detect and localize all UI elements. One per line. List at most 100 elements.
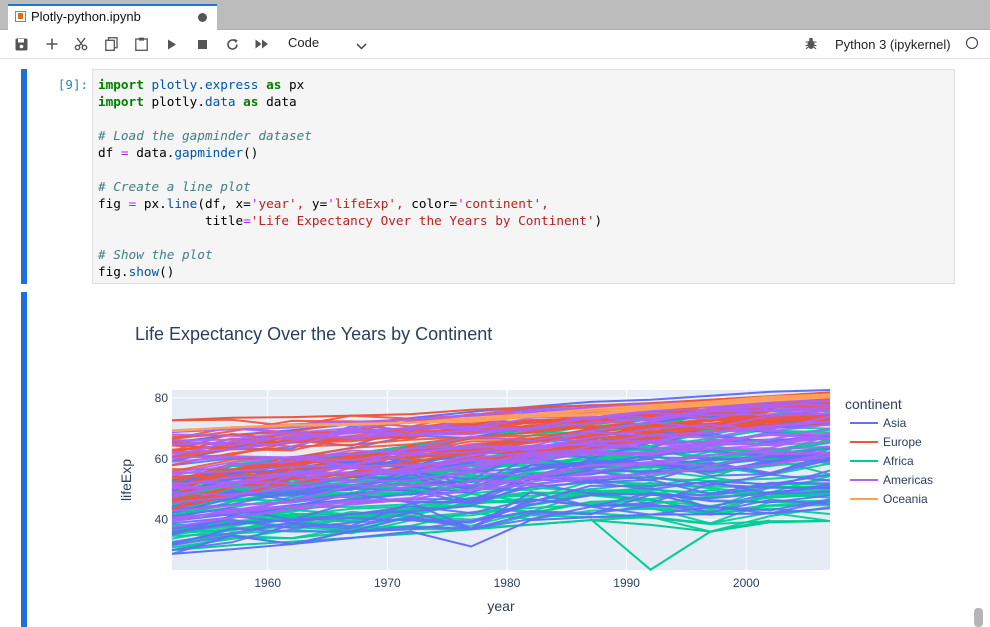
code-token: px [289,77,305,92]
series-line-extreme[interactable] [171,391,831,422]
code-token: ' [457,196,465,211]
code-line-7: # Create a line plot [98,179,251,194]
tab-bar: Plotly-python.ipynb [0,0,990,30]
code-token: y= [304,196,328,211]
legend-item-asia[interactable]: Asia [883,416,907,430]
kernel-status-icon [966,37,978,49]
series-line[interactable] [171,420,831,475]
series-line[interactable] [171,473,831,521]
code-token: ' [327,196,335,211]
debugger-bug-icon[interactable] [805,37,817,55]
plotly-line-chart[interactable]: Life Expectancy Over the Years by Contin… [110,300,950,627]
legend[interactable]: continent Asia Europe Africa Americas Oceani… [845,396,933,506]
series-line[interactable] [171,485,831,546]
series-line[interactable] [171,445,831,512]
add-cell-icon[interactable] [41,34,63,54]
token: import [98,77,144,92]
series-line[interactable] [171,483,831,527]
code-token: continent', [464,196,549,211]
series-line-extreme[interactable] [171,393,831,432]
cell-type-select[interactable]: Code [288,35,320,50]
code-token: line [166,196,198,211]
code-editor[interactable]: import plotly.express as px import plotl… [92,69,955,284]
series-line[interactable] [171,405,831,457]
code-token: fig [98,196,121,211]
code-token: () [159,264,175,279]
cut-icon[interactable] [70,34,92,54]
series-line[interactable] [171,431,831,485]
y-tick-label: 40 [155,513,169,527]
series-oceania[interactable] [171,393,831,433]
token: plotly.express [151,77,259,92]
code-token: title [98,213,244,228]
code-line-9: title='Life Expectancy Over the Years by… [98,213,602,228]
code-token: (df, x= [197,196,251,211]
run-cell-icon[interactable] [161,34,183,54]
legend-item-africa[interactable]: Africa [883,454,914,468]
code-line-2: import plotly.data as data [98,94,297,109]
scrollbar-thumb[interactable] [974,608,983,627]
code-line-12: fig.show() [98,264,174,279]
copy-icon[interactable] [100,34,122,54]
unsaved-indicator-icon[interactable] [198,13,207,22]
series-line[interactable] [171,447,831,508]
series-line[interactable] [171,498,831,551]
series-line[interactable] [171,452,831,511]
x-tick-label: 1990 [613,576,640,590]
x-tick-label: 1980 [494,576,521,590]
y-axis-label: lifeExp [118,459,134,501]
notebook-toolbar: Code Python 3 (ipykernel) [0,30,990,59]
series-outlier-line[interactable] [590,518,771,571]
series-line[interactable] [171,410,831,454]
code-token: express [204,77,259,92]
legend-item-europe[interactable]: Europe [883,435,922,449]
notebook-icon [15,11,26,22]
code-token: show [128,264,160,279]
code-token: data. [136,145,175,160]
paste-icon[interactable] [130,34,152,54]
legend-title: continent [845,396,902,412]
y-tick-label: 60 [155,452,169,466]
y-axis-ticks: 40 60 80 [155,391,169,527]
series-line-extreme[interactable] [171,455,831,529]
series-line[interactable] [171,412,831,488]
code-token: ) [594,213,603,228]
code-token: fig. [98,264,129,279]
series-line-extreme[interactable] [171,507,831,555]
tab-title: Plotly-python.ipynb [31,9,141,24]
code-token: = [120,145,129,160]
code-token: as [243,94,259,109]
x-axis-label: year [487,598,515,614]
chart-title: Life Expectancy Over the Years by Contin… [135,324,492,344]
code-token: lifeExp', [334,196,404,211]
restart-run-all-icon[interactable] [251,34,273,54]
x-axis-ticks: 1960 1970 1980 1990 2000 [254,576,760,590]
code-line-11: # Show the plot [98,247,213,262]
legend-item-americas[interactable]: Americas [883,473,933,487]
notebook-tab[interactable]: Plotly-python.ipynb [8,4,217,30]
output-collapser[interactable] [21,292,27,627]
code-token: data [266,94,297,109]
code-token: 'Life Expectancy Over the Years by Conti… [250,213,595,228]
code-token: color= [403,196,458,211]
y-tick-label: 80 [155,391,169,405]
series-line[interactable] [171,451,831,511]
series-line[interactable] [171,483,831,543]
series-line[interactable] [171,499,831,555]
code-token: = [243,213,251,228]
x-tick-label: 1960 [254,576,281,590]
kernel-name[interactable]: Python 3 (ipykernel) [835,37,951,52]
token: as [266,77,282,92]
chevron-down-icon[interactable] [356,37,367,55]
code-line-1: import plotly.express as px [98,77,304,92]
legend-item-oceania[interactable]: Oceania [883,492,928,506]
series-layer [171,389,831,571]
input-collapser[interactable] [21,69,27,284]
code-token: () [243,145,259,160]
save-icon[interactable] [10,34,32,54]
restart-kernel-icon[interactable] [221,34,243,54]
interrupt-kernel-icon[interactable] [191,34,213,54]
code-token: import [98,94,144,109]
code-line-8: fig = px.line(df, x='year', y='lifeExp',… [98,196,549,211]
code-text: import plotly.express as px import plotl… [98,76,602,280]
